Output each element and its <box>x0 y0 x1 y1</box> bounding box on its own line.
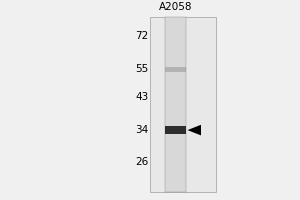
Bar <box>165 126 186 134</box>
Text: 72: 72 <box>135 31 148 41</box>
Text: 34: 34 <box>135 125 148 135</box>
Bar <box>165 17 186 192</box>
Text: 55: 55 <box>135 64 148 74</box>
Text: 43: 43 <box>135 92 148 102</box>
Text: A2058: A2058 <box>159 2 192 12</box>
Text: 26: 26 <box>135 157 148 167</box>
Bar <box>165 67 186 72</box>
Bar <box>150 17 216 192</box>
Polygon shape <box>188 125 201 135</box>
